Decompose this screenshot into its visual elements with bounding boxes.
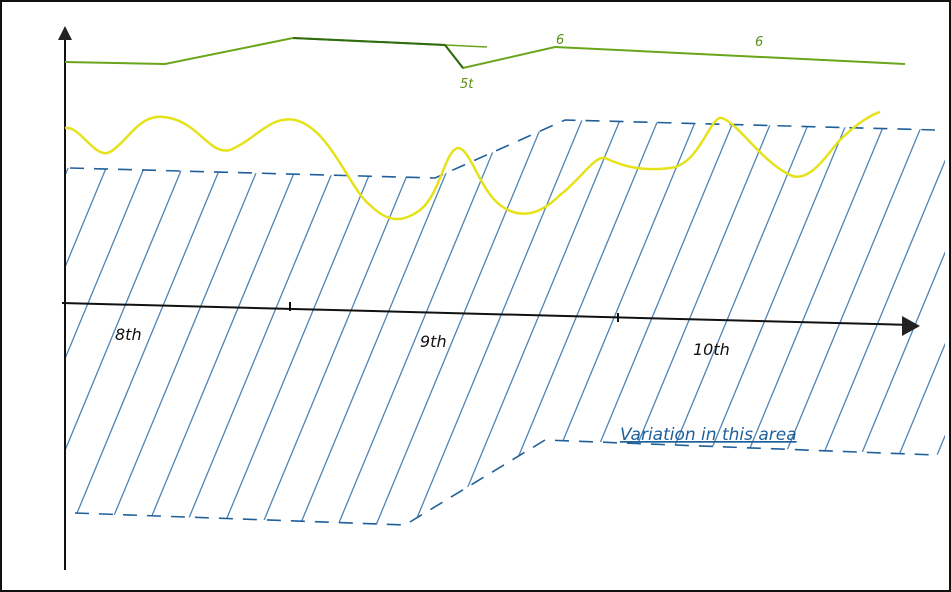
- x-label: 8th: [115, 325, 142, 344]
- green-annotation: 6: [755, 35, 763, 50]
- x-arrow: [902, 316, 920, 336]
- yellow-curve: [64, 110, 881, 221]
- x-label: 9th: [420, 332, 447, 351]
- x-axis: [61, 302, 913, 326]
- lower-boundary: [74, 439, 936, 526]
- green-annotation: 6: [556, 33, 564, 48]
- area-note: Variation in this area: [620, 425, 797, 445]
- upper-boundary: [69, 119, 936, 179]
- y-arrow: [58, 26, 72, 40]
- green-annotation: 5t: [460, 77, 474, 92]
- green-dark: [292, 37, 464, 69]
- x-label: 10th: [693, 340, 730, 359]
- green-stub: [444, 44, 488, 48]
